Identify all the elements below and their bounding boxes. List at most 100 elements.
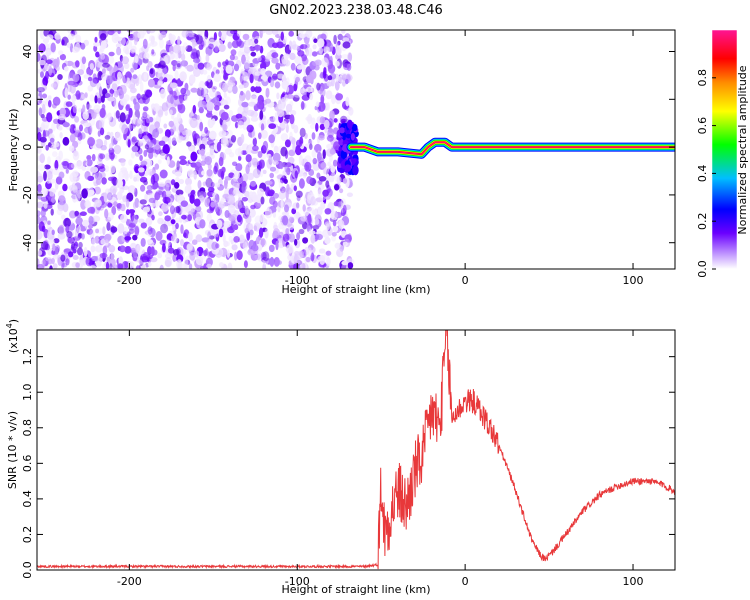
spectrogram-blob <box>272 224 279 230</box>
spectrogram-blob <box>215 233 220 242</box>
spectrogram-blob <box>174 60 183 70</box>
spectrogram-blob <box>72 255 79 260</box>
bottom-x-axis-label: Height of straight line (km) <box>281 583 430 596</box>
spectrogram-blob <box>222 124 228 131</box>
spectrogram-blob <box>107 212 114 221</box>
spectrogram-blob <box>219 208 224 218</box>
spectrogram-blob <box>250 204 256 210</box>
spectrogram-blob <box>244 190 250 198</box>
spectrogram-blob <box>210 181 215 188</box>
spectrogram-blob <box>101 67 106 75</box>
spectrogram-blob <box>316 82 321 91</box>
spectrogram-blob <box>75 60 80 68</box>
spectrogram-blob <box>323 46 330 54</box>
spectrogram-blob <box>193 58 201 64</box>
spectrogram-blob <box>211 118 216 125</box>
spectrogram-blob <box>171 137 177 145</box>
spectrogram-blob <box>227 79 233 86</box>
spectrogram-blob <box>46 112 53 123</box>
spectrogram-blob <box>84 200 91 209</box>
spectrogram-blob <box>250 180 257 187</box>
spectrogram-blob <box>315 197 324 203</box>
spectrogram-blob <box>246 55 250 61</box>
bottom-y-axis-label: SNR (10 * v/v) <box>6 411 19 489</box>
spectrogram-blob <box>48 100 52 108</box>
spectrogram-blob <box>225 96 231 105</box>
spectrogram-blob <box>151 214 155 221</box>
spectrogram-blob <box>290 62 296 71</box>
spectrogram-blob <box>109 30 118 33</box>
top-y-tick-label: -40 <box>21 234 34 252</box>
spectrogram-blob <box>326 81 333 87</box>
spectrogram-blob <box>259 110 264 120</box>
spectrogram-blob <box>58 171 65 179</box>
spectrogram-blob <box>147 169 156 176</box>
spectrogram-blob <box>332 219 337 227</box>
spectrogram-blob <box>281 215 288 223</box>
spectrogram-blob <box>128 123 132 132</box>
spectrogram-blob <box>52 243 56 252</box>
spectrogram-blob <box>224 179 228 186</box>
spectrogram-blob <box>147 133 153 139</box>
spectrogram-blob <box>250 51 257 57</box>
spectrogram-blob <box>78 241 83 249</box>
spectrogram-blob <box>175 222 179 230</box>
spectrogram-blob <box>206 140 215 146</box>
spectrogram-blob <box>107 112 112 121</box>
snr-series-line <box>37 330 675 570</box>
spectrogram-blob <box>147 30 156 34</box>
spectrogram-blob <box>188 146 195 153</box>
signal-track-band <box>350 141 675 155</box>
spectrogram-blob <box>182 130 188 136</box>
spectrogram-blob <box>326 134 334 142</box>
spectrogram-blob <box>137 30 145 39</box>
spectrogram-blob <box>280 177 285 184</box>
spectrogram-blob <box>248 101 256 107</box>
spectrogram-blob <box>260 123 265 132</box>
spectrogram-blob <box>318 176 327 182</box>
top-y-ticks: -40 -20 0 20 40 <box>21 45 675 252</box>
spectrogram-blob <box>264 180 273 185</box>
spectrogram-blob <box>39 153 45 164</box>
top-y-tick-label: -20 <box>21 186 34 204</box>
spectrogram-blob <box>331 94 336 105</box>
spectrogram-blob <box>99 153 106 160</box>
spectrogram-blob <box>68 251 74 258</box>
spectrogram-blob <box>117 71 122 81</box>
spectrogram-blob <box>201 137 208 146</box>
spectrogram-blob <box>232 182 241 191</box>
spectrogram-blob <box>43 203 48 209</box>
spectrogram-blob <box>121 56 130 65</box>
spectrogram-blob <box>342 178 348 184</box>
spectrogram-blob <box>205 177 213 188</box>
spectrogram-blob <box>109 143 113 151</box>
spectrogram-blob <box>240 133 245 144</box>
spectrogram-blob <box>83 122 91 128</box>
spectrogram-blob <box>325 250 332 256</box>
spectrogram-blob <box>180 239 184 247</box>
spectrogram-blob <box>275 62 281 70</box>
spectrogram-blob <box>220 136 229 146</box>
spectrogram-blob <box>44 190 48 196</box>
spectrogram-blob <box>214 182 221 188</box>
spectrogram-blob <box>285 86 290 93</box>
spectrogram-blob <box>305 256 311 263</box>
spectrogram-blob <box>100 40 107 50</box>
spectrogram-blob <box>176 160 180 171</box>
spectrogram-blob <box>218 30 222 38</box>
spectrogram-blob <box>233 236 240 243</box>
spectrogram-blob <box>227 86 233 91</box>
spectrogram-blob <box>286 184 290 192</box>
spectrogram-blob <box>316 172 321 179</box>
spectrogram-blob <box>139 154 143 162</box>
top-x-axis-label: Height of straight line (km) <box>281 283 430 296</box>
y-multiplier-exponent: 4 <box>5 323 14 328</box>
spectrogram-blob <box>56 208 63 216</box>
spectrogram-blob <box>285 228 290 235</box>
spectrogram-blob <box>186 141 192 147</box>
spectrogram-blob <box>252 58 259 67</box>
spectrogram-blob <box>217 61 222 68</box>
spectrogram-blob <box>293 93 302 98</box>
spectrogram-blob <box>204 197 211 204</box>
